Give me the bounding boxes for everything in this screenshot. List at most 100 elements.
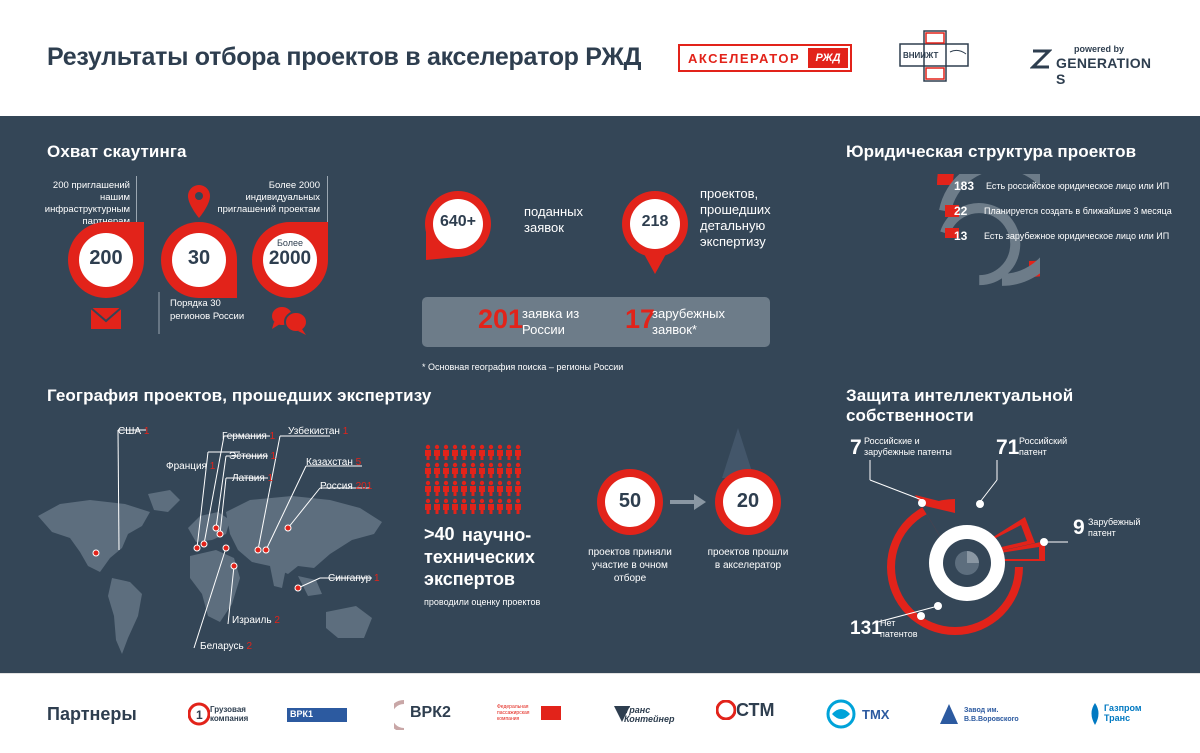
legal-ring-cap-1	[945, 205, 959, 217]
expert-person-icon	[452, 498, 458, 514]
ip-label-4: Нет патентов	[880, 618, 918, 639]
generation-s-logo: powered by GENERATION S	[1030, 44, 1160, 87]
expert-person-icon	[515, 498, 521, 514]
partner-vrk2-logo: ВРК2	[394, 698, 458, 732]
expert-person-icon	[488, 462, 494, 478]
expert-person-icon	[497, 444, 503, 460]
country-latvia: Латвия 1	[232, 473, 274, 484]
vniizht-text: ВНИИЖТ	[903, 51, 939, 60]
expert-person-icon	[515, 480, 521, 496]
applications-circles	[425, 191, 688, 274]
selection-value-1: 50	[618, 490, 642, 512]
partner-stm-logo: СТМ	[716, 700, 784, 728]
ip-title: Защита интеллектуальной собственности	[846, 386, 1074, 425]
expert-person-icon	[506, 498, 512, 514]
applications-ru-value: 201	[478, 304, 524, 334]
legal-ring-cap-2	[945, 228, 959, 238]
expert-person-icon	[479, 498, 485, 514]
partner-tmh-text: ТМХ	[862, 707, 890, 722]
circle-1-inner	[79, 233, 133, 287]
partner-vrk1-text: ВРК1	[290, 709, 314, 719]
partner-fpk-logo: Федеральная пассажирская компания	[497, 704, 567, 728]
partner-gazprom-text: Газпром Транс	[1104, 703, 1142, 723]
selection-graphic	[597, 428, 781, 535]
legal-ring-3	[940, 203, 1021, 286]
expert-person-icon	[452, 444, 458, 460]
legal-rings	[937, 174, 1040, 286]
main-panel: Охват скаутинга 200 приглашений нашим ин…	[0, 116, 1200, 673]
partner-transcontainer-text: Транс Контейнер	[624, 705, 675, 724]
legal-label-3: Есть зарубежное юридическое лицо или ИП	[984, 231, 1170, 241]
expert-person-icon	[425, 498, 431, 514]
expert-person-icon	[506, 462, 512, 478]
expert-person-icon	[497, 480, 503, 496]
expert-person-icon	[479, 462, 485, 478]
expert-person-icon	[443, 462, 449, 478]
note-line-1	[136, 176, 137, 224]
country-germany: Германия 1	[222, 431, 276, 442]
legal-title: Юридическая структура проектов	[846, 142, 1137, 161]
scouting-value-1: 200	[89, 247, 123, 269]
country-belarus: Беларусь 2	[200, 641, 253, 652]
expert-person-icon	[506, 480, 512, 496]
circle-2-inner	[172, 233, 226, 287]
experts-sub: проводили оценку проектов	[424, 597, 541, 607]
expert-person-icon	[497, 462, 503, 478]
applications-footnote: * Основная география поиска – регионы Ро…	[422, 362, 624, 372]
ip-value-3: 9	[1073, 516, 1085, 539]
scouting-note-1: 200 приглашений нашим инфраструктурным п…	[44, 180, 130, 227]
expert-person-icon	[488, 498, 494, 514]
ip-value-2: 71	[996, 436, 1020, 459]
partner-tmh-logo: ТМХ	[826, 699, 896, 731]
ip-chart	[887, 495, 1045, 635]
ip-label-3: Зарубежный патент	[1088, 517, 1141, 538]
country-estonia: Эстония 1	[229, 451, 277, 462]
legal-value-2: 22	[954, 204, 968, 218]
applications-label-1: поданных заявок	[524, 204, 584, 235]
accelerator-logo: АКСЕЛЕРАТОР РЖД	[678, 44, 852, 72]
expert-person-icon	[515, 444, 521, 460]
page-title: Результаты отбора проектов в акселератор…	[47, 43, 642, 71]
ip-label-1: Российские и зарубежные патенты	[864, 436, 952, 457]
envelope-icon	[90, 307, 122, 329]
scouting-value-2: 30	[187, 247, 211, 269]
legal-label-1: Есть российское юридическое лицо или ИП	[986, 181, 1170, 191]
note-line-3	[327, 176, 328, 224]
expert-person-icon	[434, 480, 440, 496]
gs-bottom-text: GENERATION S	[1056, 55, 1152, 87]
expert-person-icon	[425, 480, 431, 496]
expert-person-icon	[425, 462, 431, 478]
expert-person-icon	[434, 444, 440, 460]
ip-value-1: 7	[850, 436, 862, 459]
country-usa: США 1	[118, 426, 150, 437]
world-map	[38, 429, 382, 654]
experts-label: научно-технических экспертов	[424, 525, 535, 589]
gs-icon	[1030, 49, 1052, 69]
country-uzbekistan: Узбекистан 1	[288, 426, 349, 437]
partner-vrk2-text: ВРК2	[410, 704, 451, 721]
partner-gruzovaya-text: Грузовая компания	[210, 705, 249, 723]
expert-person-icon	[443, 480, 449, 496]
expert-person-icon	[488, 444, 494, 460]
partner-stm-text: СТМ	[736, 700, 775, 720]
applications-value-1: 640+	[439, 213, 477, 230]
selection-label-1: проектов приняли участие в очном отборе	[588, 547, 672, 584]
vniizht-logo: ВНИИЖТ	[898, 30, 970, 82]
scouting-circles	[68, 185, 328, 335]
country-russia: Россия 201	[320, 481, 373, 492]
expert-person-icon	[443, 498, 449, 514]
applications-ru-label: заявка из России	[522, 306, 580, 337]
expert-person-icon	[425, 444, 431, 460]
partner-fpk-rzd	[541, 706, 561, 720]
expert-person-icon	[470, 462, 476, 478]
expert-person-icon	[461, 444, 467, 460]
partner-vorovsky-text: Завод им. В.В.Воровского	[964, 707, 1019, 723]
expert-person-icon	[461, 480, 467, 496]
expert-person-icon	[497, 498, 503, 514]
applications-label-2: проектов, прошедших детальную экспертизу	[700, 186, 771, 249]
partner-gazprom-logo: Газпром Транс	[1086, 699, 1166, 731]
ip-leaders	[869, 460, 1068, 623]
geography-title: География проектов, прошедших экспертизу	[47, 386, 432, 405]
legal-label-2: Планируется создать в ближайшие 3 месяца	[984, 206, 1172, 216]
partners-bar: Партнеры 1 Грузовая компания ВРК1 ВРК2 Ф…	[0, 673, 1200, 753]
